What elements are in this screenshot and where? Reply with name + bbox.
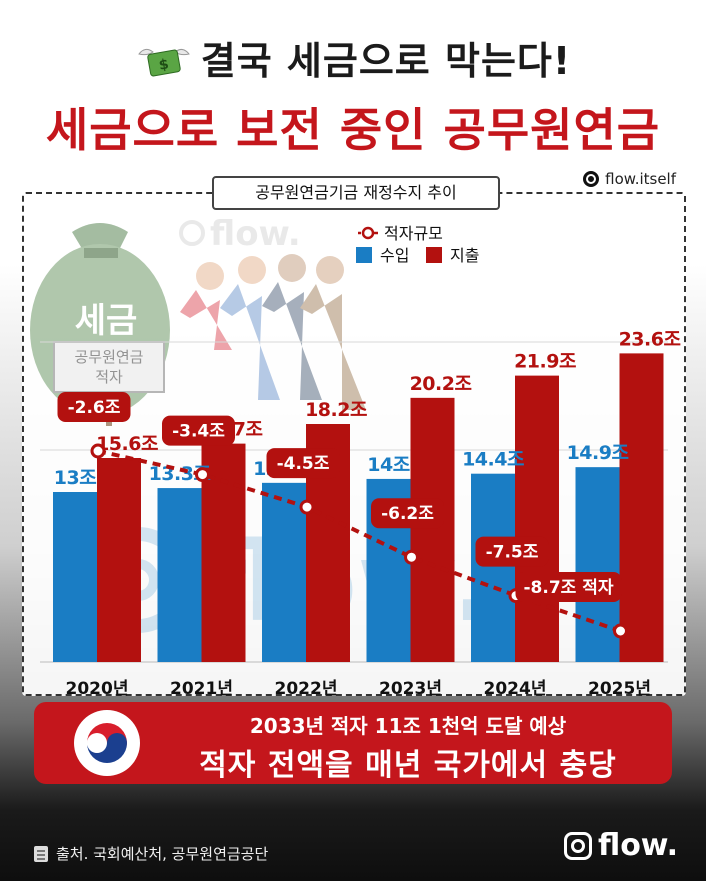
brand-logo[interactable]: flow. bbox=[563, 828, 678, 863]
income-value-label: 14.4조 bbox=[462, 449, 524, 471]
legend-income-swatch bbox=[356, 247, 372, 263]
deficit-line: -2.6조 -3.4조 -4.5조 -6.2조 -7.5조 -8.7조 적자 bbox=[57, 392, 628, 639]
document-icon bbox=[34, 845, 48, 862]
legend-income-label: 수입 bbox=[380, 246, 409, 265]
deficit-point bbox=[195, 467, 210, 483]
deficit-point bbox=[613, 623, 628, 639]
chart-gridlines bbox=[40, 341, 668, 663]
sign-line1: 공무원연금 bbox=[74, 348, 143, 366]
deficit-label-box bbox=[475, 536, 549, 567]
x-tick-label: 2023년 bbox=[379, 679, 442, 699]
source-text: 출처. 국회예산처, 공무원연금공단 bbox=[56, 845, 269, 863]
deficit-point bbox=[404, 549, 419, 565]
deficit-label-box bbox=[515, 572, 622, 602]
legend-expense-label: 지출 bbox=[450, 246, 479, 265]
bag-label: 세금 bbox=[75, 301, 138, 341]
income-bar bbox=[53, 492, 97, 662]
income-bar bbox=[262, 482, 306, 662]
income-value-label: 13.3조 bbox=[149, 463, 211, 485]
income-bar bbox=[575, 467, 620, 662]
deficit-label-box bbox=[371, 498, 444, 529]
x-tick-label: 2021년 bbox=[170, 679, 233, 699]
income-value-label: 14.9조 bbox=[567, 442, 629, 464]
source-note: 출처. 국회예산처, 공무원연금공단 bbox=[34, 843, 268, 864]
expense-bar bbox=[619, 353, 664, 662]
banner-funding-text: 적자 전액을 매년 국가에서 충당 bbox=[199, 748, 617, 783]
deficit-value-label: -3.4조 bbox=[172, 422, 225, 442]
deficit-label-box bbox=[57, 392, 131, 422]
brand-logo-text: flow. bbox=[597, 828, 678, 863]
headline-line2: 세금으로 보전 중인 공무원연금 bbox=[45, 103, 661, 157]
sign-line2: 적자 bbox=[95, 368, 123, 386]
headline-top: $ 결국 세금으로 막는다! bbox=[0, 30, 706, 85]
expense-value-label: 18.2조 bbox=[305, 399, 367, 421]
expense-value-label: 20.2조 bbox=[410, 373, 472, 395]
bar-marks bbox=[53, 353, 664, 662]
deficit-value-label: -8.7조 적자 bbox=[523, 578, 613, 598]
headline-line1: 결국 세금으로 막는다! bbox=[200, 39, 572, 83]
income-bar bbox=[471, 473, 515, 662]
deficit-point bbox=[90, 443, 106, 459]
legend-expense-swatch bbox=[426, 247, 442, 263]
x-tick-label: 2025년 bbox=[588, 679, 651, 699]
x-tick-label: 2020년 bbox=[66, 679, 129, 699]
x-axis: 2020년 2021년 2022년 2023년 2024년 2025년 bbox=[66, 679, 651, 699]
watermark-text-top: flow. bbox=[210, 214, 301, 254]
instagram-icon bbox=[563, 831, 592, 860]
x-tick-label: 2024년 bbox=[484, 679, 547, 699]
brand-handle[interactable]: flow.itself bbox=[583, 170, 676, 188]
instagram-icon bbox=[583, 171, 600, 187]
expense-bar bbox=[97, 458, 141, 662]
workers-pushing-illustration bbox=[180, 254, 366, 410]
expense-value-label: 23.6조 bbox=[619, 328, 681, 350]
expense-value-label: 21.9조 bbox=[514, 351, 576, 373]
legend-deficit-label: 적자규모 bbox=[384, 224, 443, 243]
legend: 적자규모 수입 지출 bbox=[356, 224, 479, 265]
expense-bar bbox=[410, 397, 455, 662]
chart-title: 공무원연금기금 재정수지 추이 bbox=[212, 176, 500, 210]
brand-handle-text: flow.itself bbox=[605, 170, 676, 188]
income-value-label: 13조 bbox=[54, 467, 96, 489]
deficit-point bbox=[299, 499, 315, 515]
deficit-label-box bbox=[162, 415, 235, 446]
summary-banner: 2033년 적자 11조 1천억 도달 예상 적자 전액을 매년 국가에서 충당 bbox=[34, 702, 672, 784]
deficit-label-box bbox=[266, 448, 340, 479]
taegeuk-emblem-icon bbox=[74, 710, 140, 776]
deficit-value-label: -7.5조 bbox=[486, 543, 539, 563]
expense-bar bbox=[515, 375, 559, 662]
income-bar bbox=[157, 488, 202, 662]
income-value-label: 14조 bbox=[367, 454, 409, 476]
expense-value-label: 15.6조 bbox=[96, 433, 158, 455]
legend-deficit-marker bbox=[361, 226, 375, 240]
money-with-wings-icon: $ bbox=[135, 43, 193, 77]
banner-forecast-text: 2033년 적자 11조 1천억 도달 예상 bbox=[249, 714, 567, 738]
x-tick-label: 2022년 bbox=[275, 679, 338, 699]
svg-text:$: $ bbox=[157, 56, 170, 74]
deficit-value-label: -6.2조 bbox=[381, 504, 434, 524]
deficit-value-label: -2.6조 bbox=[68, 398, 121, 418]
deficit-value-label: -4.5조 bbox=[277, 454, 330, 474]
